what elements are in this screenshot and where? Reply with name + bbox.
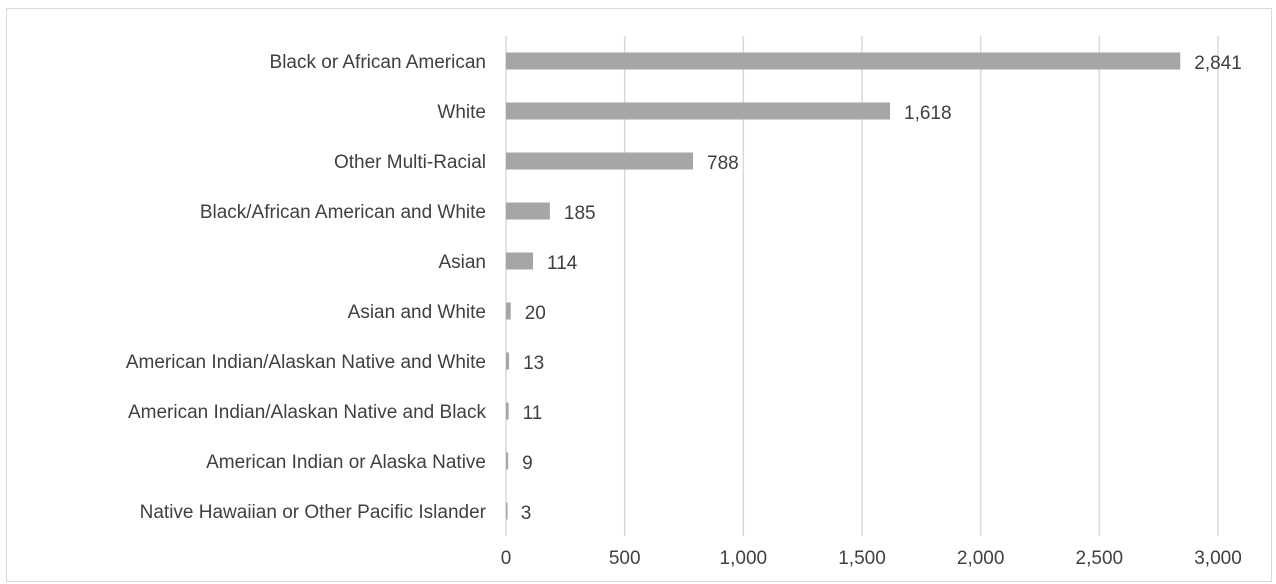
data-label: 2,841 xyxy=(1194,53,1242,74)
category-label: White xyxy=(437,102,486,123)
category-label: Asian xyxy=(438,252,486,273)
bar xyxy=(506,302,511,320)
bar xyxy=(506,52,1181,70)
category-label: American Indian/Alaskan Native and White xyxy=(126,352,486,373)
x-tick-label: 3,000 xyxy=(1194,548,1242,569)
bar xyxy=(506,352,510,370)
bar xyxy=(506,202,550,220)
data-label: 185 xyxy=(564,203,596,224)
data-label: 788 xyxy=(707,153,739,174)
bar xyxy=(506,252,534,270)
category-label: Asian and White xyxy=(348,302,486,323)
data-label: 13 xyxy=(523,353,544,374)
bar xyxy=(506,102,891,120)
bar xyxy=(506,452,509,470)
category-label: Black/African American and White xyxy=(200,202,486,223)
category-label: Other Multi-Racial xyxy=(334,152,486,173)
x-tick-label: 1,000 xyxy=(720,548,768,569)
category-label: American Indian or Alaska Native xyxy=(206,452,486,473)
data-label: 3 xyxy=(521,503,532,524)
bar xyxy=(506,402,509,420)
data-label: 114 xyxy=(547,253,578,274)
x-tick-label: 2,500 xyxy=(1076,548,1124,569)
category-label: American Indian/Alaskan Native and Black xyxy=(128,402,487,423)
chart-frame xyxy=(6,8,1272,582)
x-tick-label: 500 xyxy=(609,548,641,569)
x-tick-label: 1,500 xyxy=(838,548,886,569)
bar xyxy=(506,152,694,170)
x-tick-label: 0 xyxy=(501,548,512,569)
category-label: Native Hawaiian or Other Pacific Islande… xyxy=(140,502,487,523)
data-label: 11 xyxy=(523,403,543,424)
data-label: 9 xyxy=(522,453,533,474)
data-label: 1,618 xyxy=(904,103,952,124)
data-label: 20 xyxy=(525,303,546,324)
x-tick-label: 2,000 xyxy=(957,548,1005,569)
bar xyxy=(506,502,508,520)
category-label: Black or African American xyxy=(270,52,486,73)
